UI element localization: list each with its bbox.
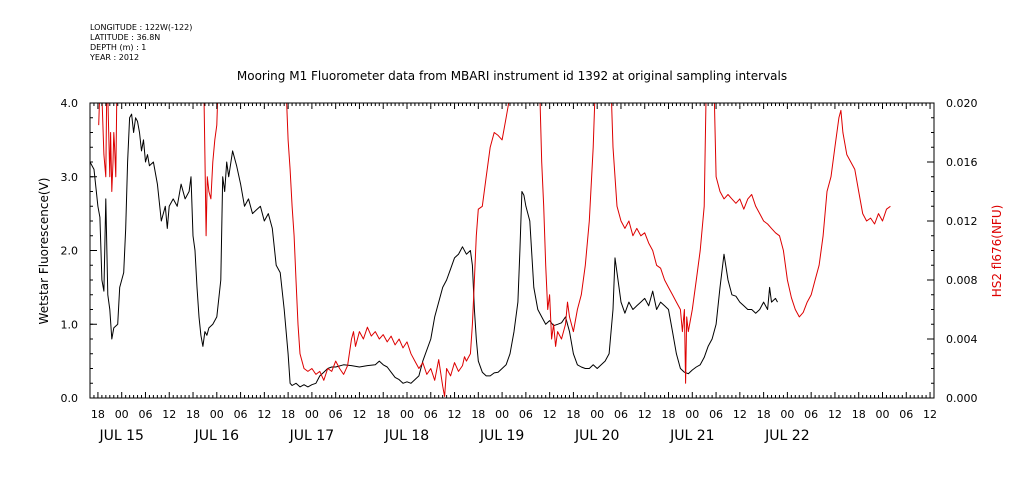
x-hour-tick-label: 18 [566, 408, 580, 421]
year-text: YEAR : 2012 [89, 53, 139, 62]
x-hour-tick-label: 18 [91, 408, 105, 421]
y-tick-label: 3.0 [61, 171, 79, 184]
y2-tick-label: 0.016 [946, 156, 978, 169]
x-hour-tick-label: 12 [733, 408, 747, 421]
x-hour-tick-label: 06 [709, 408, 723, 421]
x-hour-tick-label: 18 [852, 408, 866, 421]
x-date-label: JUL 20 [574, 428, 619, 444]
x-hour-tick-label: 00 [305, 408, 319, 421]
x-hour-tick-label: 00 [495, 408, 509, 421]
longitude-text: LONGITUDE : 122W(-122) [90, 23, 192, 32]
x-hour-tick-label: 06 [804, 408, 818, 421]
x-hour-tick-label: 00 [115, 408, 129, 421]
y2-tick-label: 0.008 [946, 274, 978, 287]
wetstar-series-line [90, 113, 778, 388]
axes-layer: 18 00 06 12 18 00 06 12 18 00 06 12 18 00 06 12 18 00 06 12… [61, 97, 978, 444]
y-tick-label: 2.0 [61, 245, 79, 258]
x-hour-tick-label: 00 [590, 408, 604, 421]
x-date-label: JUL 16 [194, 428, 240, 444]
y-tick-label: 1.0 [61, 318, 79, 331]
x-hour-tick-label: 12 [828, 408, 842, 421]
x-hour-tick-label: 00 [685, 408, 699, 421]
x-hour-tick-label: 12 [923, 408, 937, 421]
x-hour-tick-label: 00 [210, 408, 224, 421]
x-date-label: JUL 17 [289, 428, 334, 444]
x-date-label: JUL 18 [384, 428, 429, 444]
x-hour-tick-label: 06 [519, 408, 533, 421]
x-hour-tick-label: 06 [138, 408, 152, 421]
x-hour-tick-label: 00 [875, 408, 889, 421]
series-layer [90, 103, 891, 397]
y2-axis-label: HS2 fl676(NFU) [990, 205, 1004, 298]
x-hour-tick-label: 12 [257, 408, 271, 421]
x-date-label: JUL 21 [669, 428, 714, 444]
y2-tick-label: 0.000 [946, 392, 978, 405]
depth-text: DEPTH (m) : 1 [90, 43, 146, 52]
x-hour-tick-label: 00 [400, 408, 414, 421]
x-hour-tick-label: 00 [780, 408, 794, 421]
x-date-label: JUL 15 [98, 428, 143, 444]
x-hour-tick-label: 18 [757, 408, 771, 421]
x-hour-tick-label: 12 [162, 408, 176, 421]
x-hour-tick-label: 06 [234, 408, 248, 421]
y-tick-label: 0.0 [61, 392, 79, 405]
hs2-series-line [98, 103, 891, 397]
x-hour-tick-label: 06 [424, 408, 438, 421]
y2-tick-label: 0.020 [946, 97, 978, 110]
x-hour-tick-label: 18 [376, 408, 390, 421]
x-hour-tick-label: 06 [329, 408, 343, 421]
x-hour-tick-label: 18 [281, 408, 295, 421]
x-hour-tick-label: 06 [614, 408, 628, 421]
x-hour-tick-label: 18 [662, 408, 676, 421]
x-hour-tick-label: 12 [352, 408, 366, 421]
x-hour-tick-label: 12 [543, 408, 557, 421]
x-date-label: JUL 19 [479, 428, 524, 444]
y2-tick-label: 0.004 [946, 333, 978, 346]
chart-title: Mooring M1 Fluorometer data from MBARI i… [237, 69, 787, 83]
y-tick-label: 4.0 [61, 97, 79, 110]
x-hour-tick-label: 18 [186, 408, 200, 421]
x-hour-tick-label: 06 [899, 408, 913, 421]
latitude-text: LATITUDE : 36.8N [90, 33, 160, 42]
x-date-label: JUL 22 [764, 428, 809, 444]
x-hour-tick-label: 12 [448, 408, 462, 421]
x-hour-tick-label: 12 [638, 408, 652, 421]
plot-frame [89, 102, 935, 399]
x-hour-tick-label: 18 [471, 408, 485, 421]
y2-tick-label: 0.012 [946, 215, 978, 228]
y-axis-label: Wetstar Fluorescence(V) [37, 178, 51, 325]
